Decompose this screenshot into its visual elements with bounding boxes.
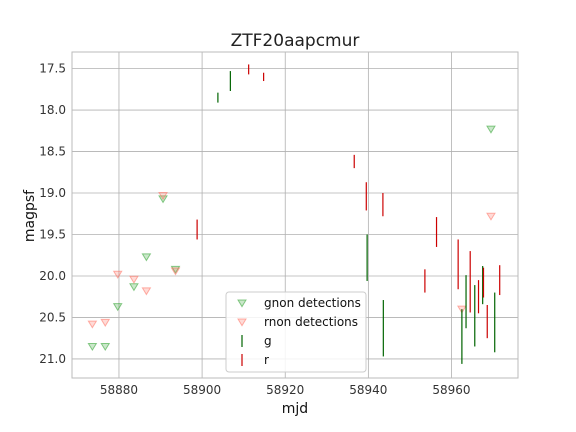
y-tick-label: 20.0 [39, 269, 66, 283]
legend-label: r [264, 353, 269, 367]
legend-marker [237, 318, 247, 327]
nondetection-marker [486, 212, 496, 221]
legend-box [225, 291, 367, 373]
nondetection-marker [87, 342, 98, 352]
nondetection-marker [141, 253, 152, 262]
x-tick-label: 58920 [266, 383, 304, 397]
nondetection-marker [486, 125, 496, 134]
nondetection-marker [129, 283, 139, 292]
y-tick-label: 18.5 [39, 145, 66, 159]
y-tick-label: 17.5 [39, 62, 66, 76]
nondetection-marker [129, 275, 139, 284]
legend-label: gnon detections [264, 296, 361, 310]
nondetection-marker [112, 303, 123, 312]
nondetection-marker [87, 320, 98, 329]
plot-frame [71, 51, 519, 379]
x-tick-label: 58900 [183, 383, 221, 397]
legend-label: rnon detections [264, 315, 358, 329]
nondetection-marker [141, 287, 152, 296]
y-tick-label: 21.0 [39, 352, 66, 366]
y-tick-label: 20.5 [39, 310, 66, 324]
legend: gnon detections rnon detections gr [225, 291, 367, 373]
x-axis-label: mjd [282, 401, 308, 417]
y-axis-label: magpsf [22, 189, 38, 242]
y-tick-label: 18.0 [39, 103, 66, 117]
nondetection-marker [112, 270, 123, 279]
y-tick-label: 19.5 [39, 227, 66, 241]
legend-marker [237, 299, 247, 308]
legend-label: g [264, 334, 272, 348]
nondetection-marker [158, 192, 168, 201]
x-tick-label: 58960 [432, 383, 470, 397]
nondetection-marker [100, 342, 111, 352]
nondetection-marker [100, 318, 111, 327]
nondetection-marker [170, 267, 181, 276]
y-tick-label: 19.0 [39, 186, 66, 200]
chart-title: ZTF20aapcmur [231, 31, 360, 51]
x-tick-label: 58880 [100, 383, 138, 397]
x-tick-label: 58940 [349, 383, 387, 397]
data-points [87, 64, 501, 364]
tick-labels: 58880 58900 58920 58940 58960 17.5 18.0 18.5 19.… [39, 62, 470, 397]
